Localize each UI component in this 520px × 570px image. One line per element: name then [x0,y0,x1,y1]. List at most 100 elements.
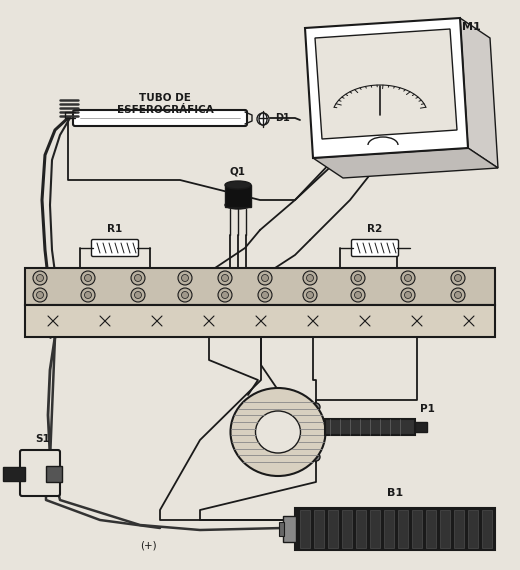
Circle shape [181,275,189,282]
Circle shape [262,275,268,282]
Circle shape [461,313,477,329]
FancyBboxPatch shape [92,239,138,256]
Circle shape [351,271,365,285]
Polygon shape [313,148,498,178]
Circle shape [258,271,272,285]
Bar [426,510,436,548]
Text: R1: R1 [107,224,123,234]
Circle shape [135,291,141,299]
Bar [25,305,495,337]
Bar [384,510,394,548]
Bar [225,185,251,207]
Circle shape [357,313,373,329]
Circle shape [405,291,411,299]
Circle shape [456,308,482,334]
Polygon shape [305,18,468,158]
Circle shape [33,271,47,285]
Circle shape [409,313,425,329]
Bar [342,510,352,548]
Text: R2: R2 [367,224,383,234]
Ellipse shape [255,411,301,453]
FancyBboxPatch shape [73,110,247,126]
Text: S1: S1 [36,434,50,444]
Bar [3,467,25,481]
Ellipse shape [230,388,326,476]
Bar [314,510,324,548]
FancyBboxPatch shape [352,239,398,256]
Circle shape [81,271,95,285]
Circle shape [355,275,361,282]
Circle shape [451,288,465,302]
Circle shape [149,313,165,329]
Circle shape [218,271,232,285]
Circle shape [351,288,365,302]
Circle shape [178,271,192,285]
Circle shape [144,308,170,334]
Bar [46,466,62,482]
Polygon shape [315,29,457,139]
Circle shape [305,313,321,329]
Circle shape [92,308,118,334]
Bar [283,516,296,542]
Circle shape [84,275,92,282]
Bar [412,510,422,548]
Bar [415,422,427,432]
Circle shape [401,288,415,302]
Circle shape [454,275,462,282]
Bar [300,510,310,548]
Circle shape [404,308,430,334]
Circle shape [248,308,274,334]
Circle shape [45,313,61,329]
Circle shape [451,271,465,285]
Circle shape [312,403,320,411]
Circle shape [355,291,361,299]
Bar [482,510,492,548]
Text: TUBO DE
ESFEROGRÁFICA: TUBO DE ESFEROGRÁFICA [116,93,213,115]
Bar [440,510,450,548]
Circle shape [454,291,462,299]
Circle shape [131,288,145,302]
Circle shape [201,313,217,329]
Text: M1: M1 [462,22,481,32]
Bar [398,510,408,548]
Circle shape [306,275,314,282]
Circle shape [33,288,47,302]
Circle shape [306,291,314,299]
Circle shape [135,275,141,282]
Circle shape [303,271,317,285]
Bar [356,510,366,548]
FancyBboxPatch shape [20,450,60,496]
Bar [325,419,415,435]
Ellipse shape [225,201,251,209]
Circle shape [196,308,222,334]
Circle shape [262,291,268,299]
Circle shape [222,275,228,282]
Text: Q1: Q1 [230,166,246,176]
Bar [279,522,284,536]
Circle shape [131,271,145,285]
Polygon shape [460,18,498,168]
Text: D1: D1 [275,113,290,123]
Circle shape [352,308,378,334]
Bar [328,510,338,548]
Text: B1: B1 [387,488,403,498]
Circle shape [36,275,44,282]
Circle shape [84,291,92,299]
Bar [25,268,495,305]
Circle shape [181,291,189,299]
Ellipse shape [225,181,251,189]
Circle shape [300,308,326,334]
Circle shape [36,291,44,299]
Bar [468,510,478,548]
Circle shape [258,288,272,302]
Text: (+): (+) [140,540,157,550]
Circle shape [405,275,411,282]
Circle shape [257,113,269,125]
Bar [295,508,495,550]
Circle shape [401,271,415,285]
Circle shape [222,291,228,299]
Circle shape [40,308,66,334]
Circle shape [178,288,192,302]
Bar [454,510,464,548]
Circle shape [218,288,232,302]
